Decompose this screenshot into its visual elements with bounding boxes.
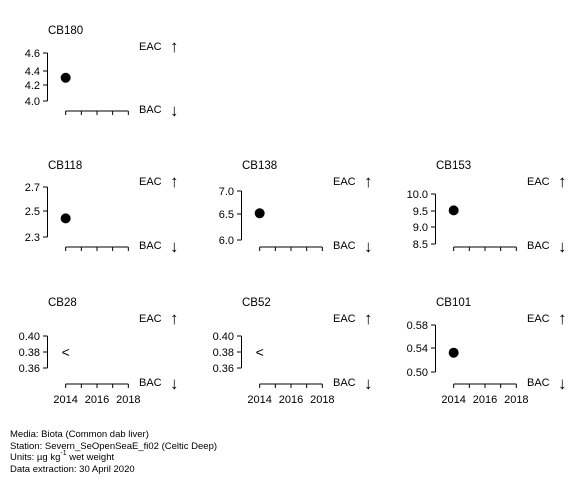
y-tick-label-cb153: 9.5: [413, 206, 428, 218]
y-tick-label-cb28: 0.36: [19, 363, 40, 375]
panel-title-cb138: CB138: [242, 160, 277, 172]
bac-down-arrow-icon: ↓: [170, 374, 179, 393]
y-tick-label-cb153: 9.0: [413, 222, 428, 234]
chart-figure: CB180 4.6 4.4 4.2 4.0 EAC ↑ BAC ↓ CB118 2.7 2.5 2.3 E…: [19, 25, 567, 406]
footer-notes: Media: Biota (Common dab liver) Station:…: [10, 429, 217, 475]
y-tick-label-cb138: 6.5: [219, 209, 234, 221]
panel-title-cb28: CB28: [48, 297, 77, 309]
eac-up-arrow-icon: ↑: [364, 172, 373, 191]
x-tick-label-cb52: 2014: [247, 394, 271, 406]
x-tick-label-cb101: 2018: [504, 394, 528, 406]
y-tick-label-cb118: 2.7: [25, 182, 40, 194]
eac-up-arrow-icon: ↑: [558, 309, 567, 328]
bac-down-arrow-icon: ↓: [558, 374, 567, 393]
x-tick-label-cb52: 2016: [279, 394, 303, 406]
panel-title-cb52: CB52: [242, 297, 271, 309]
y-tick-label-cb118: 2.5: [25, 206, 40, 218]
panel-title-cb118: CB118: [48, 160, 82, 172]
y-tick-label-cb153: 8.5: [413, 239, 428, 251]
eac-up-arrow-icon: ↑: [170, 309, 179, 328]
y-tick-label-cb180: 4.6: [25, 48, 40, 60]
bac-down-arrow-icon: ↓: [558, 237, 567, 256]
eac-up-arrow-icon: ↑: [558, 172, 567, 191]
bac-label-cb118: BAC: [139, 240, 162, 252]
footer-station: Station: Severn_SeOpenSeaE_fi02 (Celtic …: [10, 440, 218, 452]
panel-title-cb180: CB180: [48, 25, 83, 37]
x-tick-label-cb28: 2018: [116, 394, 140, 406]
bac-down-arrow-icon: ↓: [170, 101, 179, 120]
footer-extraction: Data extraction: 30 April 2020: [10, 463, 135, 475]
panel-title-cb153: CB153: [436, 160, 471, 172]
x-tick-label-cb28: 2014: [53, 394, 77, 406]
bac-down-arrow-icon: ↓: [364, 237, 373, 256]
bac-label-cb101: BAC: [527, 377, 550, 389]
units-suffix: wet weight: [66, 452, 115, 463]
eac-up-arrow-icon: ↑: [170, 37, 179, 56]
x-tick-label-cb101: 2014: [441, 394, 465, 406]
data-point-cb101: [448, 347, 459, 358]
eac-label-cb138: EAC: [333, 176, 356, 188]
bac-down-arrow-icon: ↓: [170, 237, 179, 256]
y-tick-label-cb180: 4.4: [25, 66, 40, 78]
x-tick-label-cb101: 2016: [473, 394, 497, 406]
x-tick-label-cb52: 2018: [310, 394, 334, 406]
y-tick-label-cb153: 10.0: [407, 189, 428, 201]
y-tick-label-cb101: 0.58: [407, 320, 428, 332]
y-tick-label-cb180: 4.2: [25, 80, 40, 92]
y-tick-label-cb180: 4.0: [25, 96, 40, 108]
y-tick-label-cb138: 7.0: [219, 186, 234, 198]
eac-label-cb52: EAC: [333, 313, 356, 325]
bac-label-cb138: BAC: [333, 240, 356, 252]
y-tick-label-cb138: 6.0: [219, 235, 234, 247]
eac-up-arrow-icon: ↑: [364, 309, 373, 328]
data-point-cb153: [448, 205, 459, 216]
eac-label-cb118: EAC: [139, 176, 162, 188]
bac-down-arrow-icon: ↓: [364, 374, 373, 393]
y-tick-label-cb28: 0.38: [19, 347, 40, 359]
data-point-cb138: [254, 208, 265, 219]
footer-media: Media: Biota (Common dab liver): [10, 429, 149, 440]
y-tick-label-cb52: 0.38: [213, 347, 234, 359]
footer-units: Units: µg kg-1 wet weight: [10, 449, 217, 464]
bac-label-cb28: BAC: [139, 377, 162, 389]
bac-label-cb52: BAC: [333, 377, 356, 389]
eac-label-cb101: EAC: [527, 313, 550, 325]
units-prefix: Units: µg kg: [10, 452, 61, 463]
data-point-censored-cb28: <: [62, 344, 70, 360]
units-exponent: -1: [60, 449, 67, 457]
y-tick-label-cb101: 0.50: [407, 367, 428, 379]
eac-label-cb153: EAC: [527, 176, 550, 188]
data-point-cb180: [60, 72, 71, 83]
y-tick-label-cb101: 0.54: [407, 343, 428, 355]
y-tick-label-cb118: 2.3: [25, 232, 40, 244]
x-tick-label-cb28: 2016: [85, 394, 109, 406]
y-tick-label-cb52: 0.40: [213, 331, 234, 343]
y-tick-label-cb52: 0.36: [213, 363, 234, 375]
eac-label-cb180: EAC: [139, 41, 162, 53]
y-tick-label-cb28: 0.40: [19, 331, 40, 343]
eac-label-cb28: EAC: [139, 313, 162, 325]
eac-up-arrow-icon: ↑: [170, 172, 179, 191]
data-point-censored-cb52: <: [256, 344, 264, 360]
panel-title-cb101: CB101: [436, 297, 471, 309]
bac-label-cb180: BAC: [139, 104, 162, 116]
data-point-cb118: [60, 213, 71, 224]
bac-label-cb153: BAC: [527, 240, 550, 252]
